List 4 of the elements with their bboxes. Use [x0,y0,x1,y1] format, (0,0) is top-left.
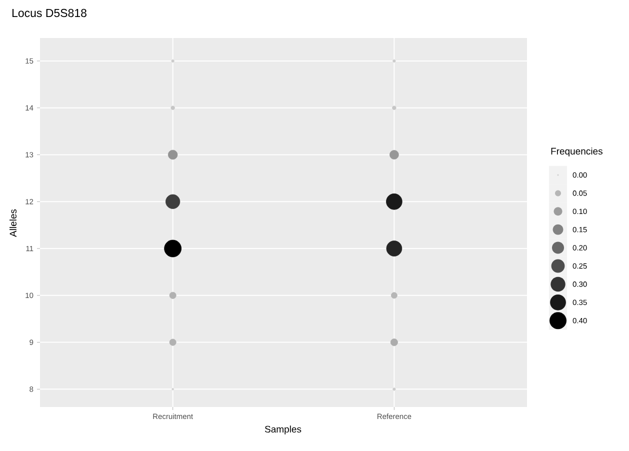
x-axis-title: Samples [264,426,302,434]
y-axis-title: Alleles [10,209,16,237]
legend-title: Frequencies [551,148,602,156]
chart-title: Locus D5S818 [12,8,86,18]
